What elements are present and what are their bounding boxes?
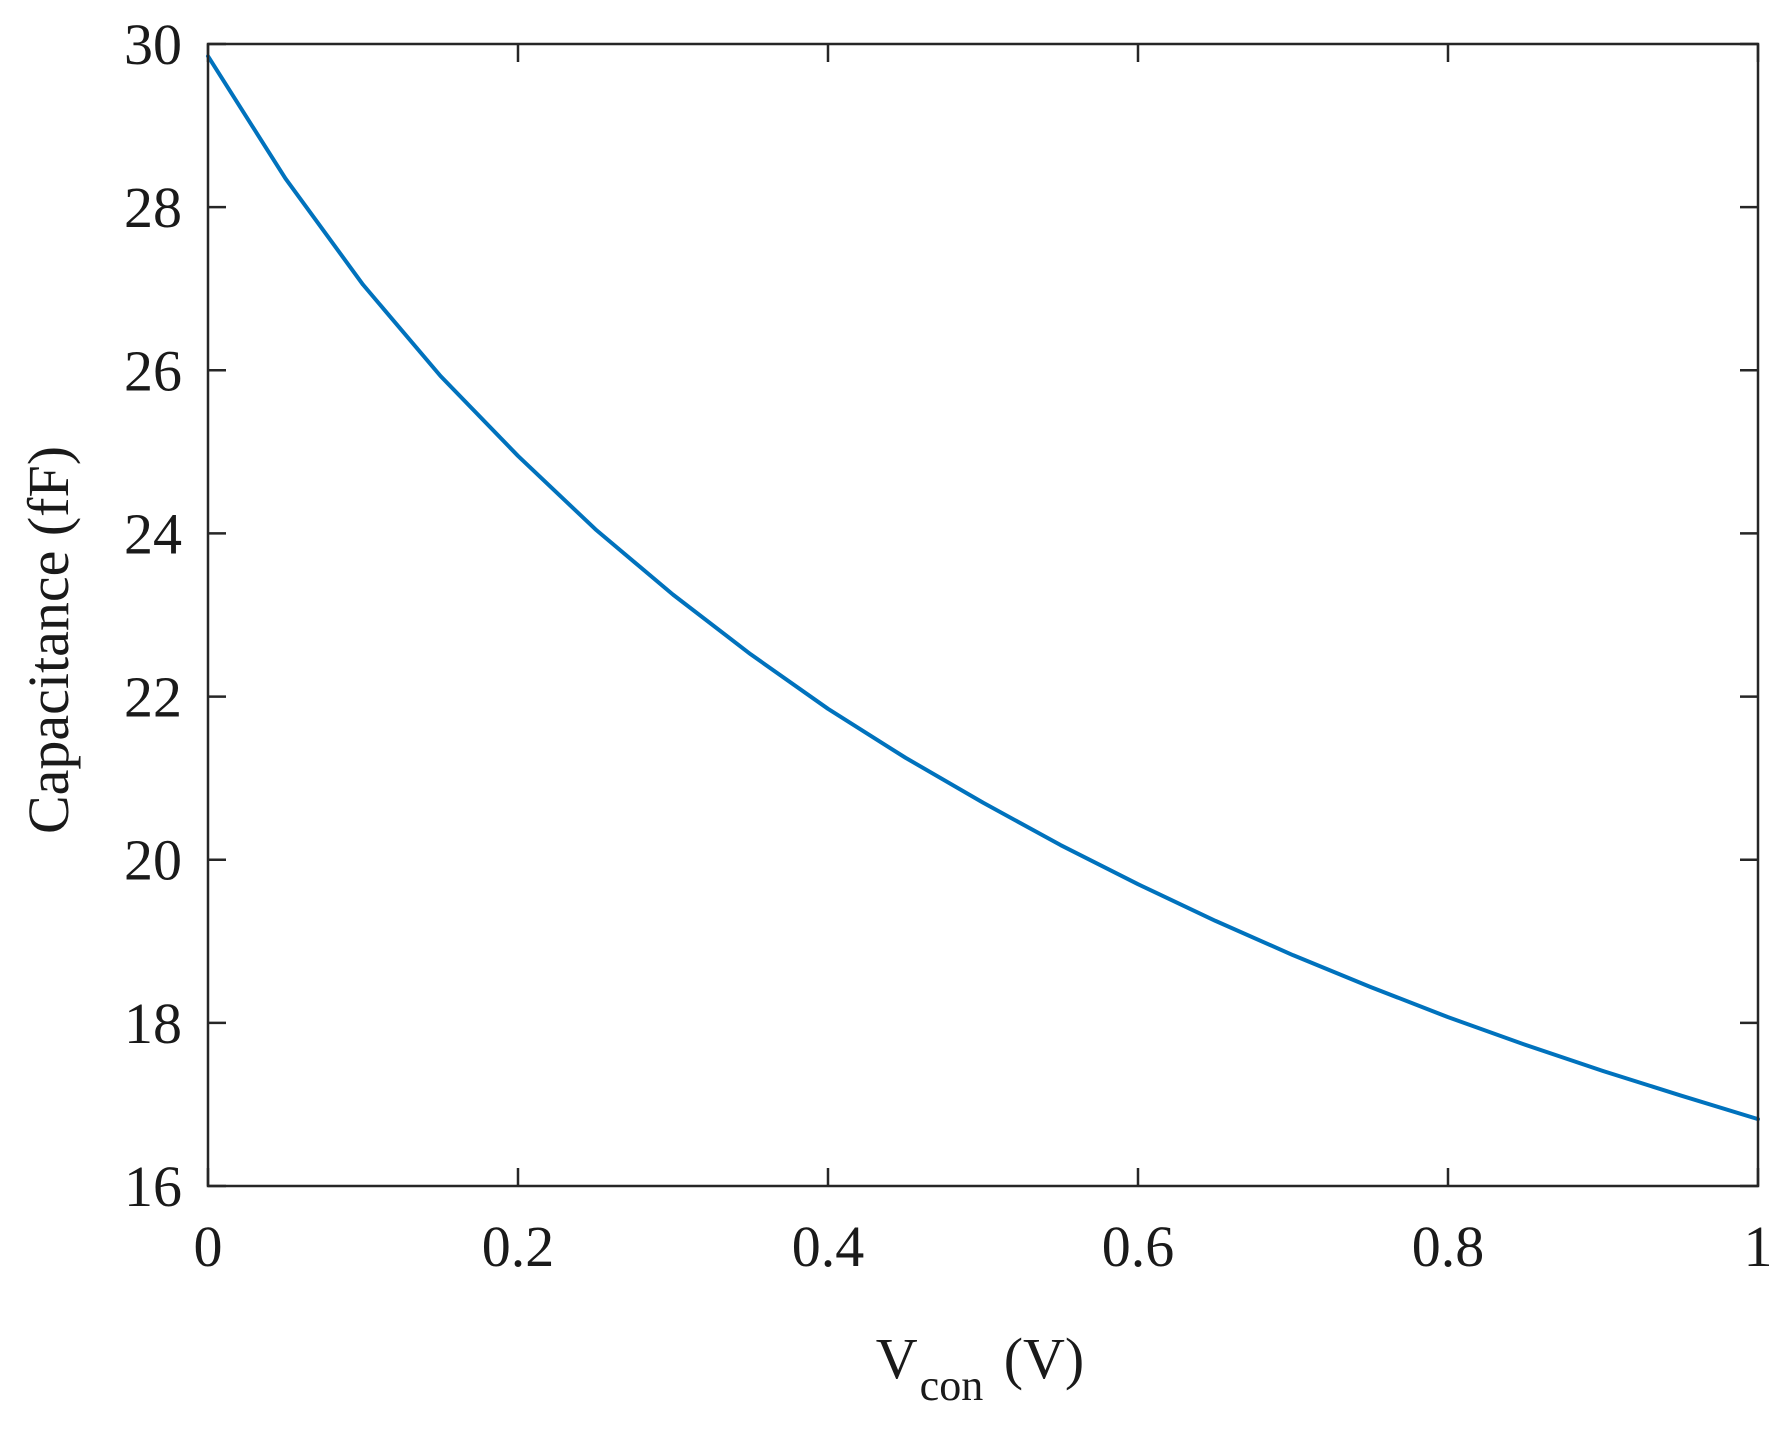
series-line	[206, 54, 1760, 1122]
x-axis-label-unit: (V)	[989, 1326, 1084, 1391]
y-tick-label: 18	[124, 991, 182, 1056]
y-axis-label: Capacitance (fF)	[16, 446, 81, 834]
x-tick-label: 0.4	[792, 1214, 865, 1279]
x-tick-label: 0.8	[1412, 1214, 1485, 1279]
x-axis-label: Vcon (V)	[876, 1326, 1084, 1410]
y-tick-label: 28	[124, 175, 182, 240]
axes-frame	[206, 42, 1760, 1188]
series-layer	[206, 54, 1760, 1122]
y-tick-label: 24	[124, 501, 182, 566]
x-axis-label-main: V	[876, 1326, 918, 1391]
y-tick-label: 22	[124, 665, 182, 730]
tick-labels: 0 0.2 0.4 0.6 0.8 1 16 18 20 22 24 26 28 30	[124, 12, 1773, 1279]
y-tick-label: 16	[124, 1154, 182, 1219]
y-tick-label: 26	[124, 338, 182, 403]
y-tick-label: 30	[124, 12, 182, 77]
x-tick-label: 1	[1744, 1214, 1773, 1279]
x-axis-label-subscript: con	[920, 1361, 984, 1410]
x-tick-label: 0.6	[1102, 1214, 1175, 1279]
x-tick-label: 0.2	[482, 1214, 555, 1279]
axes-box	[206, 42, 1760, 1188]
y-tick-label: 20	[124, 828, 182, 893]
x-tick-label: 0	[194, 1214, 223, 1279]
